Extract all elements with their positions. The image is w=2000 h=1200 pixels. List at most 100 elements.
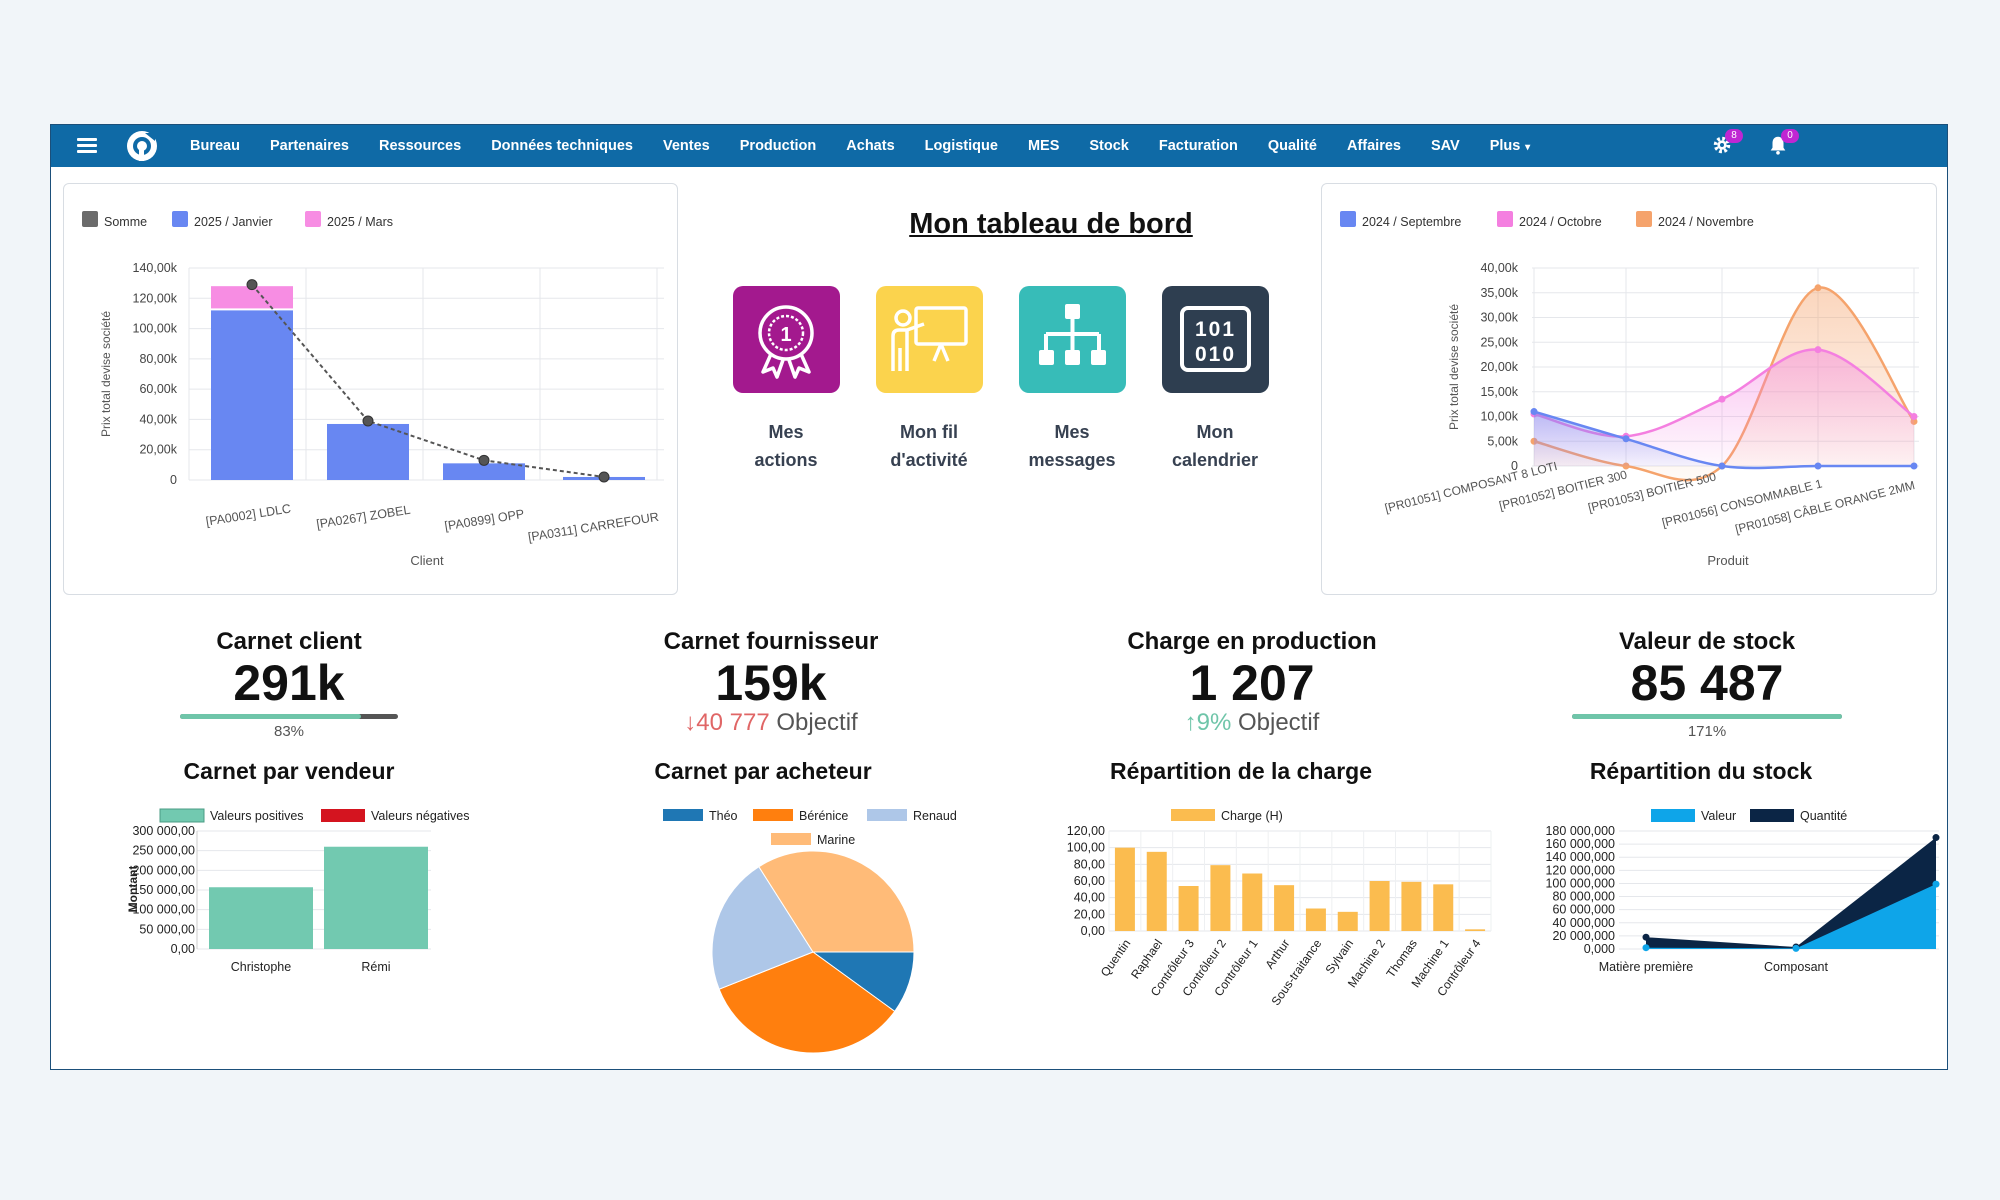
series-area <box>1534 411 1914 469</box>
legend-label: Théo <box>709 809 738 823</box>
x-tick-label: Arthur <box>1262 937 1292 972</box>
x-tick-label: Sylvain <box>1323 937 1357 977</box>
kpi-delta-label: Objectif <box>1237 709 1320 736</box>
legend-swatch <box>1651 809 1695 822</box>
menu-production[interactable]: Production <box>739 138 817 154</box>
bar-janvier <box>443 463 525 480</box>
arrow-up-icon: ↑ <box>1184 709 1197 736</box>
menu-plus-label: Plus <box>1489 138 1521 154</box>
series-point <box>1814 462 1822 470</box>
tile-mon-calendrier[interactable]: 101 010 <box>1162 286 1269 393</box>
tile-label-mon-calendrier[interactable]: Mon calendrier <box>1140 418 1290 474</box>
bar <box>1305 908 1326 931</box>
bar <box>1337 911 1358 931</box>
menu-logistique[interactable]: Logistique <box>924 138 998 154</box>
menu-achats[interactable]: Achats <box>846 138 895 154</box>
y-tick-label: 100 000,000 <box>1545 876 1615 890</box>
tile-line1: Mes <box>1054 422 1090 442</box>
tile-label-mon-fil[interactable]: Mon fil d'activité <box>854 418 1004 474</box>
y-tick-label: 20 000,000 <box>1552 929 1615 943</box>
main-menu: Bureau Partenaires Ressources Données te… <box>190 125 1560 167</box>
tile-label-mes-messages[interactable]: Mes messages <box>997 418 1147 474</box>
kpi-value: 1 207 <box>1189 655 1315 711</box>
kpi-progress-label: 83% <box>273 723 305 740</box>
legend-label: 2025 / Janvier <box>194 215 273 229</box>
presentation-icon <box>876 286 983 393</box>
bar <box>1401 881 1422 931</box>
settings-button[interactable]: 8 <box>1711 129 1743 158</box>
series-point <box>1530 408 1538 416</box>
svg-text:1: 1 <box>780 324 791 346</box>
menu-bureau[interactable]: Bureau <box>190 138 240 154</box>
x-tick-label: Composant <box>1764 960 1828 974</box>
tile-line2: actions <box>754 450 818 470</box>
series-point <box>1910 413 1918 420</box>
y-tick-label: 60 000,000 <box>1552 903 1615 917</box>
chart-title-stock: Répartition du stock <box>1589 758 1813 784</box>
somme-line <box>251 284 605 478</box>
client-chart-card: Somme 2025 / Janvier 2025 / Mars 140,00k 120… <box>63 183 678 595</box>
app-logo[interactable] <box>125 129 159 163</box>
x-tick-label: [PA0002] LDLC <box>205 501 292 528</box>
legend-label: Quantité <box>1800 809 1847 823</box>
menu-stock[interactable]: Stock <box>1089 138 1129 154</box>
tile-mon-fil-activite[interactable] <box>876 286 983 393</box>
binary-calendar-icon: 101 010 <box>1162 286 1269 393</box>
menu-sav[interactable]: SAV <box>1430 138 1460 154</box>
tile-line1: Mon fil <box>900 422 958 442</box>
legend-label: 2024 / Novembre <box>1658 215 1754 229</box>
menu-ventes[interactable]: Ventes <box>663 138 710 154</box>
kpi-value: 159k <box>715 655 827 711</box>
y-axis-title: Prix total devise société <box>99 311 113 437</box>
legend-swatch <box>159 808 205 823</box>
tile-mes-actions[interactable]: 1 <box>733 286 840 393</box>
bar <box>1274 885 1295 931</box>
hamburger-menu-icon[interactable] <box>77 137 97 155</box>
y-tick-label: 140,00k <box>133 261 178 275</box>
svg-text:101: 101 <box>1195 318 1236 341</box>
tile-mes-messages[interactable] <box>1019 286 1126 393</box>
valeur-point <box>1792 944 1800 952</box>
legend-label: Renaud <box>913 809 957 823</box>
settings-badge: 8 <box>1725 129 1743 143</box>
menu-qualite[interactable]: Qualité <box>1267 138 1317 154</box>
menu-facturation[interactable]: Facturation <box>1158 138 1238 154</box>
x-axis-title: Client <box>410 553 444 568</box>
quantite-point <box>1642 933 1650 941</box>
series-point <box>1814 284 1822 292</box>
org-chart-icon <box>1019 286 1126 393</box>
legend-label: 2025 / Mars <box>327 215 393 229</box>
menu-ressources[interactable]: Ressources <box>378 138 462 154</box>
kpi-title: Carnet fournisseur <box>663 628 879 655</box>
menu-donnees-techniques[interactable]: Données techniques <box>491 138 633 154</box>
kpi-title: Valeur de stock <box>1618 628 1796 655</box>
legend-label: Somme <box>104 215 147 229</box>
y-tick-label: 0,00 <box>171 942 195 956</box>
y-tick-label: 40 000,000 <box>1552 916 1615 930</box>
tile-label-mes-actions[interactable]: Mes actions <box>711 418 861 474</box>
bar <box>1369 881 1390 931</box>
somme-point <box>246 279 258 291</box>
bar <box>209 887 313 949</box>
y-tick-label: 0,000 <box>1584 942 1615 956</box>
valeur-point <box>1642 944 1650 952</box>
y-tick-label: 5,00k <box>1487 434 1518 448</box>
y-tick-label: 25,00k <box>1480 335 1518 349</box>
menu-affaires[interactable]: Affaires <box>1346 138 1401 154</box>
legend-swatch <box>321 809 365 822</box>
y-tick-label: 120 000,000 <box>1545 863 1615 877</box>
menu-partenaires[interactable]: Partenaires <box>269 138 349 154</box>
x-tick-label: Christophe <box>231 960 291 974</box>
y-tick-label: 150 000,00 <box>132 883 195 897</box>
bar <box>1178 886 1199 931</box>
gear-icon <box>1713 136 1731 154</box>
menu-plus[interactable]: Plus ▾ <box>1490 138 1530 154</box>
notifications-button[interactable]: 0 <box>1767 129 1799 158</box>
menu-mes[interactable]: MES <box>1027 138 1060 154</box>
legend-swatch <box>867 809 907 821</box>
notifications-badge: 0 <box>1781 129 1799 143</box>
svg-text:010: 010 <box>1195 343 1236 366</box>
y-axis-title: Prix total devise société <box>1447 304 1461 430</box>
bar <box>1146 851 1167 931</box>
legend-swatch <box>1497 211 1513 227</box>
